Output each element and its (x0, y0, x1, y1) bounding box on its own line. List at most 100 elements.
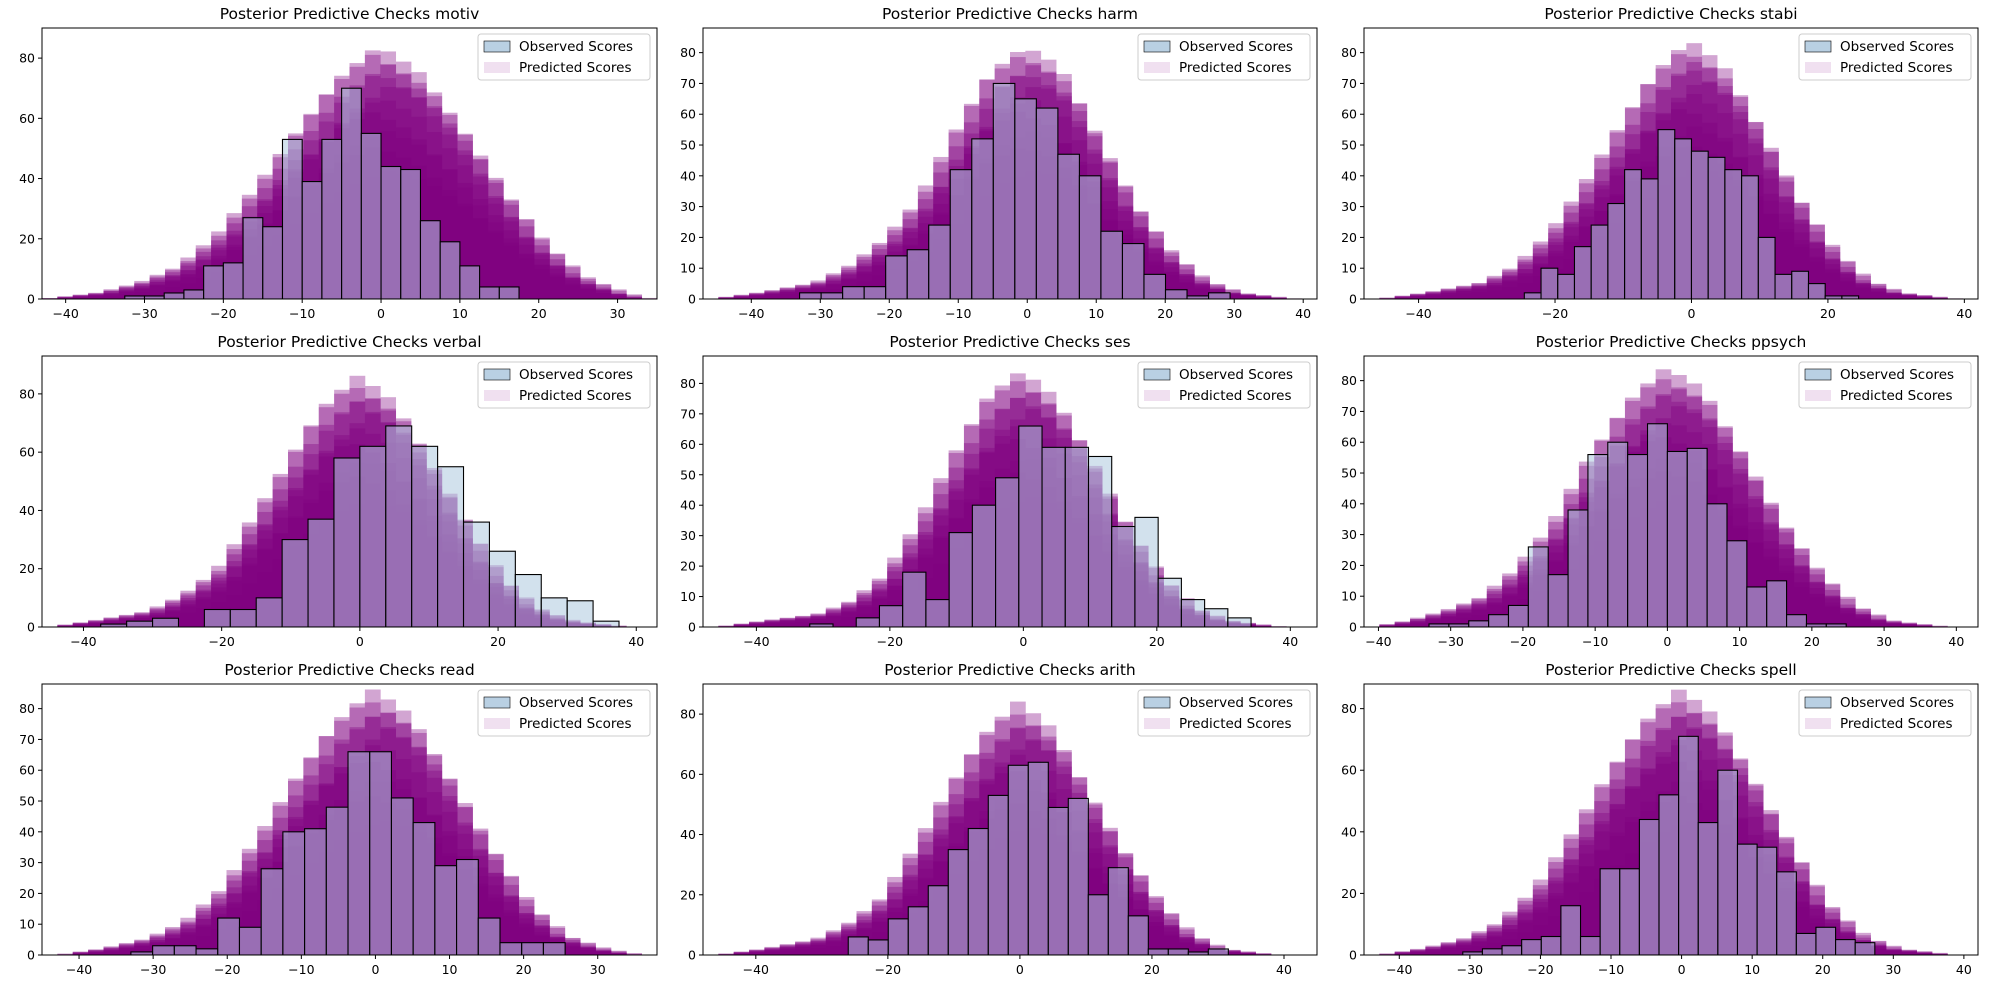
predicted-score-bar (749, 950, 765, 955)
predicted-score-bar (595, 293, 612, 299)
predicted-score-bar (749, 294, 765, 299)
observed-score-bar (462, 521, 490, 627)
predicted-score-bar (1916, 297, 1933, 299)
predicted-score-bar (1809, 231, 1825, 299)
observed-score-bar (1087, 894, 1109, 955)
predicted-score-bar (195, 919, 212, 955)
predicted-score-bar (779, 291, 796, 299)
predicted-score-bar (1425, 617, 1442, 627)
predicted-score-bar (749, 293, 765, 299)
predicted-score-bar (841, 608, 857, 627)
predicted-score-bar (1471, 289, 1488, 299)
predicted-score-bar (103, 947, 120, 955)
predicted-score-bar (1793, 548, 1810, 627)
predicted-score-bar (103, 946, 120, 955)
predicted-score-bar (1425, 618, 1442, 627)
predicted-score-bar (610, 952, 627, 955)
x-tick-label: 10 (1732, 634, 1748, 649)
predicted-score-bar (1885, 951, 1902, 955)
y-tick-label: 50 (1341, 138, 1357, 153)
predicted-score-bar (1870, 622, 1887, 627)
predicted-score-bar (1901, 625, 1917, 627)
observed-scores-label: Observed Scores (519, 695, 633, 711)
predicted-score-bar (103, 949, 120, 955)
predicted-score-bar (1916, 296, 1933, 299)
predicted-score-bar (825, 940, 842, 955)
predicted-score-bar (1824, 247, 1841, 299)
predicted-score-bar (1885, 621, 1902, 627)
predicted-score-bar (1901, 951, 1917, 955)
predicted-score-bar (1394, 296, 1411, 299)
predicted-score-bar (779, 620, 796, 627)
y-tick-label: 20 (19, 561, 35, 576)
predicted-score-bar (1394, 296, 1411, 299)
predicted-score-bar (795, 946, 811, 955)
predicted-score-bar (1824, 596, 1841, 627)
predicted-score-bar (1870, 290, 1887, 299)
predicted-score-bar (549, 273, 566, 299)
predicted-score-bar (1410, 293, 1426, 299)
predicted-score-bar (795, 616, 811, 627)
predicted-score-bar (1410, 296, 1426, 299)
predicted-score-bar (610, 950, 627, 955)
predicted-score-bar (1394, 625, 1411, 627)
predicted-score-bar (1855, 614, 1871, 627)
observed-score-bar (867, 939, 889, 955)
predicted-score-bar (733, 296, 750, 299)
predicted-score-bar (1870, 943, 1887, 955)
predicted-score-bar (1440, 294, 1457, 299)
predicted-score-bar (595, 950, 612, 955)
predicted-score-bar (1425, 948, 1442, 955)
predicted-score-bar (1440, 943, 1457, 955)
y-tick-label: 10 (19, 917, 35, 932)
predicted-score-bar (764, 293, 781, 299)
predicted-score-bar (1931, 297, 1948, 299)
predicted-score-bar (1885, 622, 1902, 627)
predicted-score-bar (1885, 945, 1902, 955)
predicted-score-bar (149, 290, 166, 299)
predicted-score-bar (1410, 953, 1426, 955)
observed-score-bar (847, 936, 869, 955)
plot-area (718, 701, 1272, 955)
predicted-score-bar (1855, 614, 1871, 627)
predicted-score-bar (825, 616, 842, 627)
predicted-score-bar (1839, 610, 1856, 627)
predicted-score-bar (1410, 618, 1426, 627)
x-tick-label: 0 (371, 962, 379, 977)
predicted-score-bar (1916, 952, 1933, 955)
legend-frame (477, 361, 651, 409)
predicted-score-bar (595, 289, 612, 299)
predicted-score-bar (825, 615, 842, 627)
predicted-score-bar (1456, 604, 1472, 627)
predicted-score-bar (1456, 288, 1472, 299)
predicted-score-bar (88, 951, 104, 955)
x-tick-label: −10 (945, 306, 971, 321)
predicted-score-bar (1916, 625, 1933, 627)
predicted-score-bar (1425, 296, 1442, 299)
predicted-score-bar (1855, 616, 1871, 627)
predicted-score-bar (779, 619, 796, 627)
predicted-score-bar (779, 948, 796, 955)
predicted-score-bar (1916, 952, 1933, 955)
plot-area (1379, 369, 1948, 627)
predicted-score-bar (718, 297, 735, 299)
y-tick-label: 70 (1341, 76, 1357, 91)
predicted-score-bar (810, 616, 827, 627)
predicted-score-bar (1410, 948, 1426, 955)
observed-scores-label: Observed Scores (1840, 367, 1954, 383)
predicted-score-bar (1885, 294, 1902, 299)
panel-title: Posterior Predictive Checks spell (1545, 661, 1797, 679)
predicted-score-bar (57, 624, 74, 627)
predicted-score-bar (1471, 283, 1488, 299)
predicted-score-bar (57, 625, 74, 627)
predicted-score-bar (1224, 293, 1241, 299)
predicted-score-bar (841, 602, 857, 627)
predicted-score-bar (1456, 944, 1472, 955)
predicted-score-bar (534, 245, 550, 299)
predicted-score-bar (1270, 297, 1287, 299)
panel-title: Posterior Predictive Checks motiv (220, 5, 480, 23)
observed-score-bar (948, 532, 973, 627)
predicted-score-bar (749, 623, 765, 627)
histogram-panel: −40 −30 −20 −10 0 10 20 30 40 0 10 20 30 40 50 60 70 80 Po… (680, 5, 1318, 321)
predicted-score-bar (564, 265, 581, 299)
